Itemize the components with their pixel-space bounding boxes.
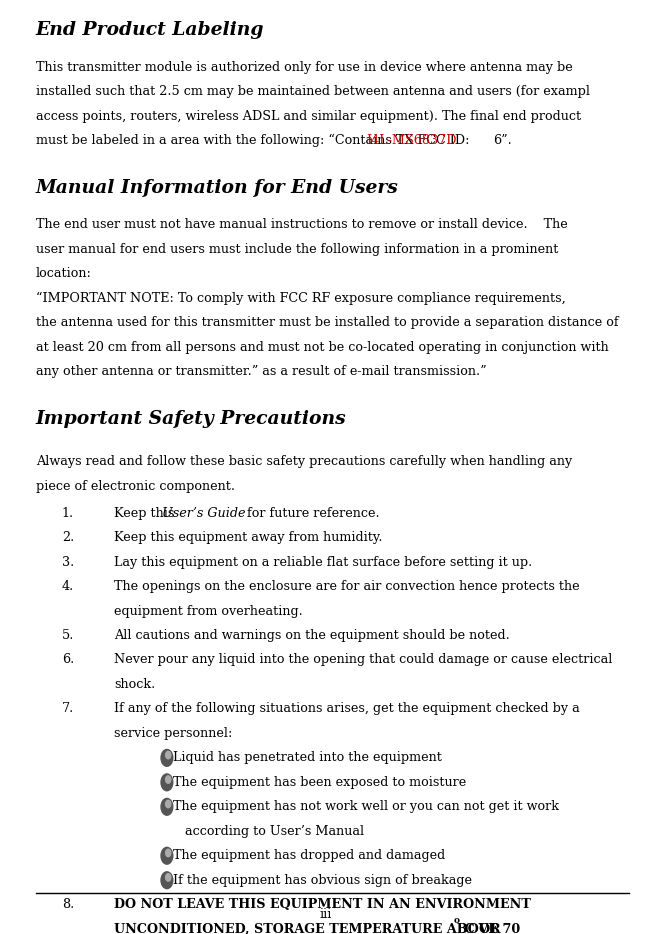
Circle shape — [161, 749, 173, 766]
Circle shape — [166, 873, 171, 881]
Text: If any of the following situations arises, get the equipment checked by a: If any of the following situations arise… — [114, 702, 580, 715]
Text: DO NOT LEAVE THIS EQUIPMENT IN AN ENVIRONMENT: DO NOT LEAVE THIS EQUIPMENT IN AN ENVIRO… — [114, 899, 531, 912]
Text: The end user must not have manual instructions to remove or install device.    T: The end user must not have manual instru… — [36, 219, 568, 232]
Text: 1.: 1. — [62, 506, 74, 519]
Circle shape — [166, 776, 171, 784]
Text: This transmitter module is authorized only for use in device where antenna may b: This transmitter module is authorized on… — [36, 61, 572, 74]
Text: access points, routers, wireless ADSL and similar equipment). The final end prod: access points, routers, wireless ADSL an… — [36, 109, 581, 122]
Text: 6”.: 6”. — [494, 134, 512, 148]
Text: The openings on the enclosure are for air convection hence protects the: The openings on the enclosure are for ai… — [114, 580, 580, 593]
Text: iii: iii — [320, 908, 332, 921]
Text: 3.: 3. — [62, 556, 74, 569]
Text: All cautions and warnings on the equipment should be noted.: All cautions and warnings on the equipme… — [114, 629, 510, 642]
Text: If the equipment has obvious sign of breakage: If the equipment has obvious sign of bre… — [173, 873, 472, 886]
Text: at least 20 cm from all persons and must not be co-located operating in conjunct: at least 20 cm from all persons and must… — [36, 341, 608, 354]
Text: service personnel:: service personnel: — [114, 727, 233, 740]
Text: The equipment has dropped and damaged: The equipment has dropped and damaged — [173, 849, 445, 862]
Text: Manual Information for End Users: Manual Information for End Users — [36, 179, 398, 197]
Circle shape — [161, 774, 173, 791]
Text: the antenna used for this transmitter must be installed to provide a separation : the antenna used for this transmitter mu… — [36, 317, 619, 330]
Circle shape — [166, 800, 171, 808]
Text: 7.: 7. — [62, 702, 74, 715]
Text: equipment from overheating.: equipment from overheating. — [114, 604, 303, 617]
Text: for future reference.: for future reference. — [243, 506, 379, 519]
Text: 6.: 6. — [62, 654, 74, 667]
Text: 5.: 5. — [62, 629, 74, 642]
Circle shape — [166, 849, 171, 856]
Text: installed such that 2.5 cm may be maintained between antenna and users (for exam: installed such that 2.5 cm may be mainta… — [36, 85, 590, 98]
Circle shape — [166, 751, 171, 758]
Text: UNCONDITIONED, STORAGE TEMPERATURE ABOVE 70: UNCONDITIONED, STORAGE TEMPERATURE ABOVE… — [114, 923, 520, 934]
Text: The equipment has been exposed to moisture: The equipment has been exposed to moistu… — [173, 776, 466, 789]
Text: according to User’s Manual: according to User’s Manual — [185, 825, 364, 838]
Text: Liquid has penetrated into the equipment: Liquid has penetrated into the equipment — [173, 751, 441, 764]
Text: End Product Labeling: End Product Labeling — [36, 21, 264, 39]
Circle shape — [161, 871, 173, 888]
Text: piece of electronic component.: piece of electronic component. — [36, 480, 235, 493]
Text: any other antenna or transmitter.” as a result of e-mail transmission.”: any other antenna or transmitter.” as a … — [36, 365, 486, 378]
Text: 2.: 2. — [62, 531, 74, 545]
Text: user manual for end users must include the following information in a prominent: user manual for end users must include t… — [36, 243, 558, 256]
Circle shape — [161, 847, 173, 864]
Text: Always read and follow these basic safety precautions carefully when handling an: Always read and follow these basic safet… — [36, 455, 572, 468]
Text: shock.: shock. — [114, 678, 155, 691]
Text: User’s Guide: User’s Guide — [162, 506, 245, 519]
Text: Keep this equipment away from humidity.: Keep this equipment away from humidity. — [114, 531, 383, 545]
Text: Lay this equipment on a reliable flat surface before setting it up.: Lay this equipment on a reliable flat su… — [114, 556, 532, 569]
Text: I4L-MS6837D: I4L-MS6837D — [366, 134, 457, 148]
Text: o: o — [453, 916, 459, 925]
Text: must be labeled in a area with the following: “Contains TX FCC ID:: must be labeled in a area with the follo… — [36, 134, 473, 148]
Text: The equipment has not work well or you can not get it work: The equipment has not work well or you c… — [173, 800, 559, 814]
Text: Important Safety Precautions: Important Safety Precautions — [36, 410, 346, 428]
Text: 4.: 4. — [62, 580, 74, 593]
Text: Keep this: Keep this — [114, 506, 179, 519]
Text: location:: location: — [36, 267, 92, 280]
Text: Never pour any liquid into the opening that could damage or cause electrical: Never pour any liquid into the opening t… — [114, 654, 612, 667]
Circle shape — [161, 799, 173, 815]
Text: “IMPORTANT NOTE: To comply with FCC RF exposure compliance requirements,: “IMPORTANT NOTE: To comply with FCC RF e… — [36, 291, 566, 305]
Text: C OR: C OR — [460, 923, 501, 934]
Text: 8.: 8. — [62, 899, 74, 912]
